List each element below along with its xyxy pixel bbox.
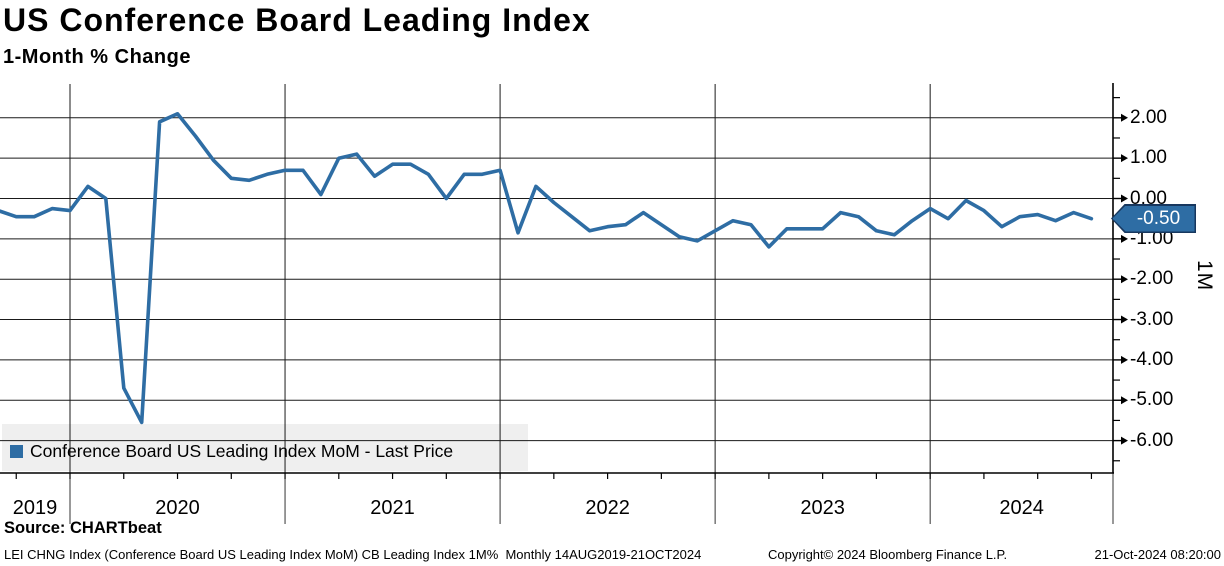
legend-swatch-icon bbox=[10, 444, 23, 458]
y-tick-label: -4.00 bbox=[1130, 348, 1174, 370]
y-tick-label: 2.00 bbox=[1130, 106, 1167, 128]
y-tick-label: -6.00 bbox=[1130, 429, 1174, 451]
x-year-label: 2024 bbox=[999, 497, 1044, 519]
axis-ticks bbox=[1113, 97, 1128, 462]
chart-title: US Conference Board Leading Index bbox=[3, 2, 591, 38]
y-tick-label: 1.00 bbox=[1130, 147, 1167, 169]
legend: Conference Board US Leading Index MoM - … bbox=[10, 440, 453, 462]
y-axis-unit-label: 1M bbox=[1193, 260, 1216, 292]
footer-timestamp: 21-Oct-2024 08:20:00 bbox=[1094, 547, 1221, 562]
axes bbox=[0, 83, 1114, 479]
x-year-label: 2022 bbox=[585, 497, 630, 519]
x-year-label: 2021 bbox=[370, 497, 415, 519]
chart-subtitle: 1-Month % Change bbox=[3, 46, 191, 68]
y-tick-label: -2.00 bbox=[1130, 268, 1174, 290]
y-tick-label: -1.00 bbox=[1130, 227, 1174, 249]
horizontal-gridlines bbox=[0, 117, 1113, 442]
source-label: Source: CHARTbeat bbox=[4, 519, 162, 537]
footer-description: LEI CHNG Index (Conference Board US Lead… bbox=[4, 547, 702, 562]
vertical-gridlines bbox=[69, 84, 1114, 524]
legend-background bbox=[2, 424, 528, 471]
y-tick-label: -3.00 bbox=[1130, 308, 1174, 330]
x-year-label: 2020 bbox=[155, 497, 200, 519]
x-year-label: 2023 bbox=[800, 497, 845, 519]
last-price-value: -0.50 bbox=[1136, 207, 1181, 229]
legend-label: Conference Board US Leading Index MoM - … bbox=[30, 440, 454, 461]
last-price-badge: -0.50 bbox=[1111, 204, 1196, 233]
y-tick-label: 0.00 bbox=[1130, 187, 1167, 209]
y-tick-label: -5.00 bbox=[1130, 389, 1174, 411]
x-year-label: 2019 bbox=[12, 497, 58, 519]
footer-copyright: Copyright© 2024 Bloomberg Finance L.P. bbox=[768, 547, 1008, 562]
lei-line-series bbox=[0, 112, 1094, 425]
